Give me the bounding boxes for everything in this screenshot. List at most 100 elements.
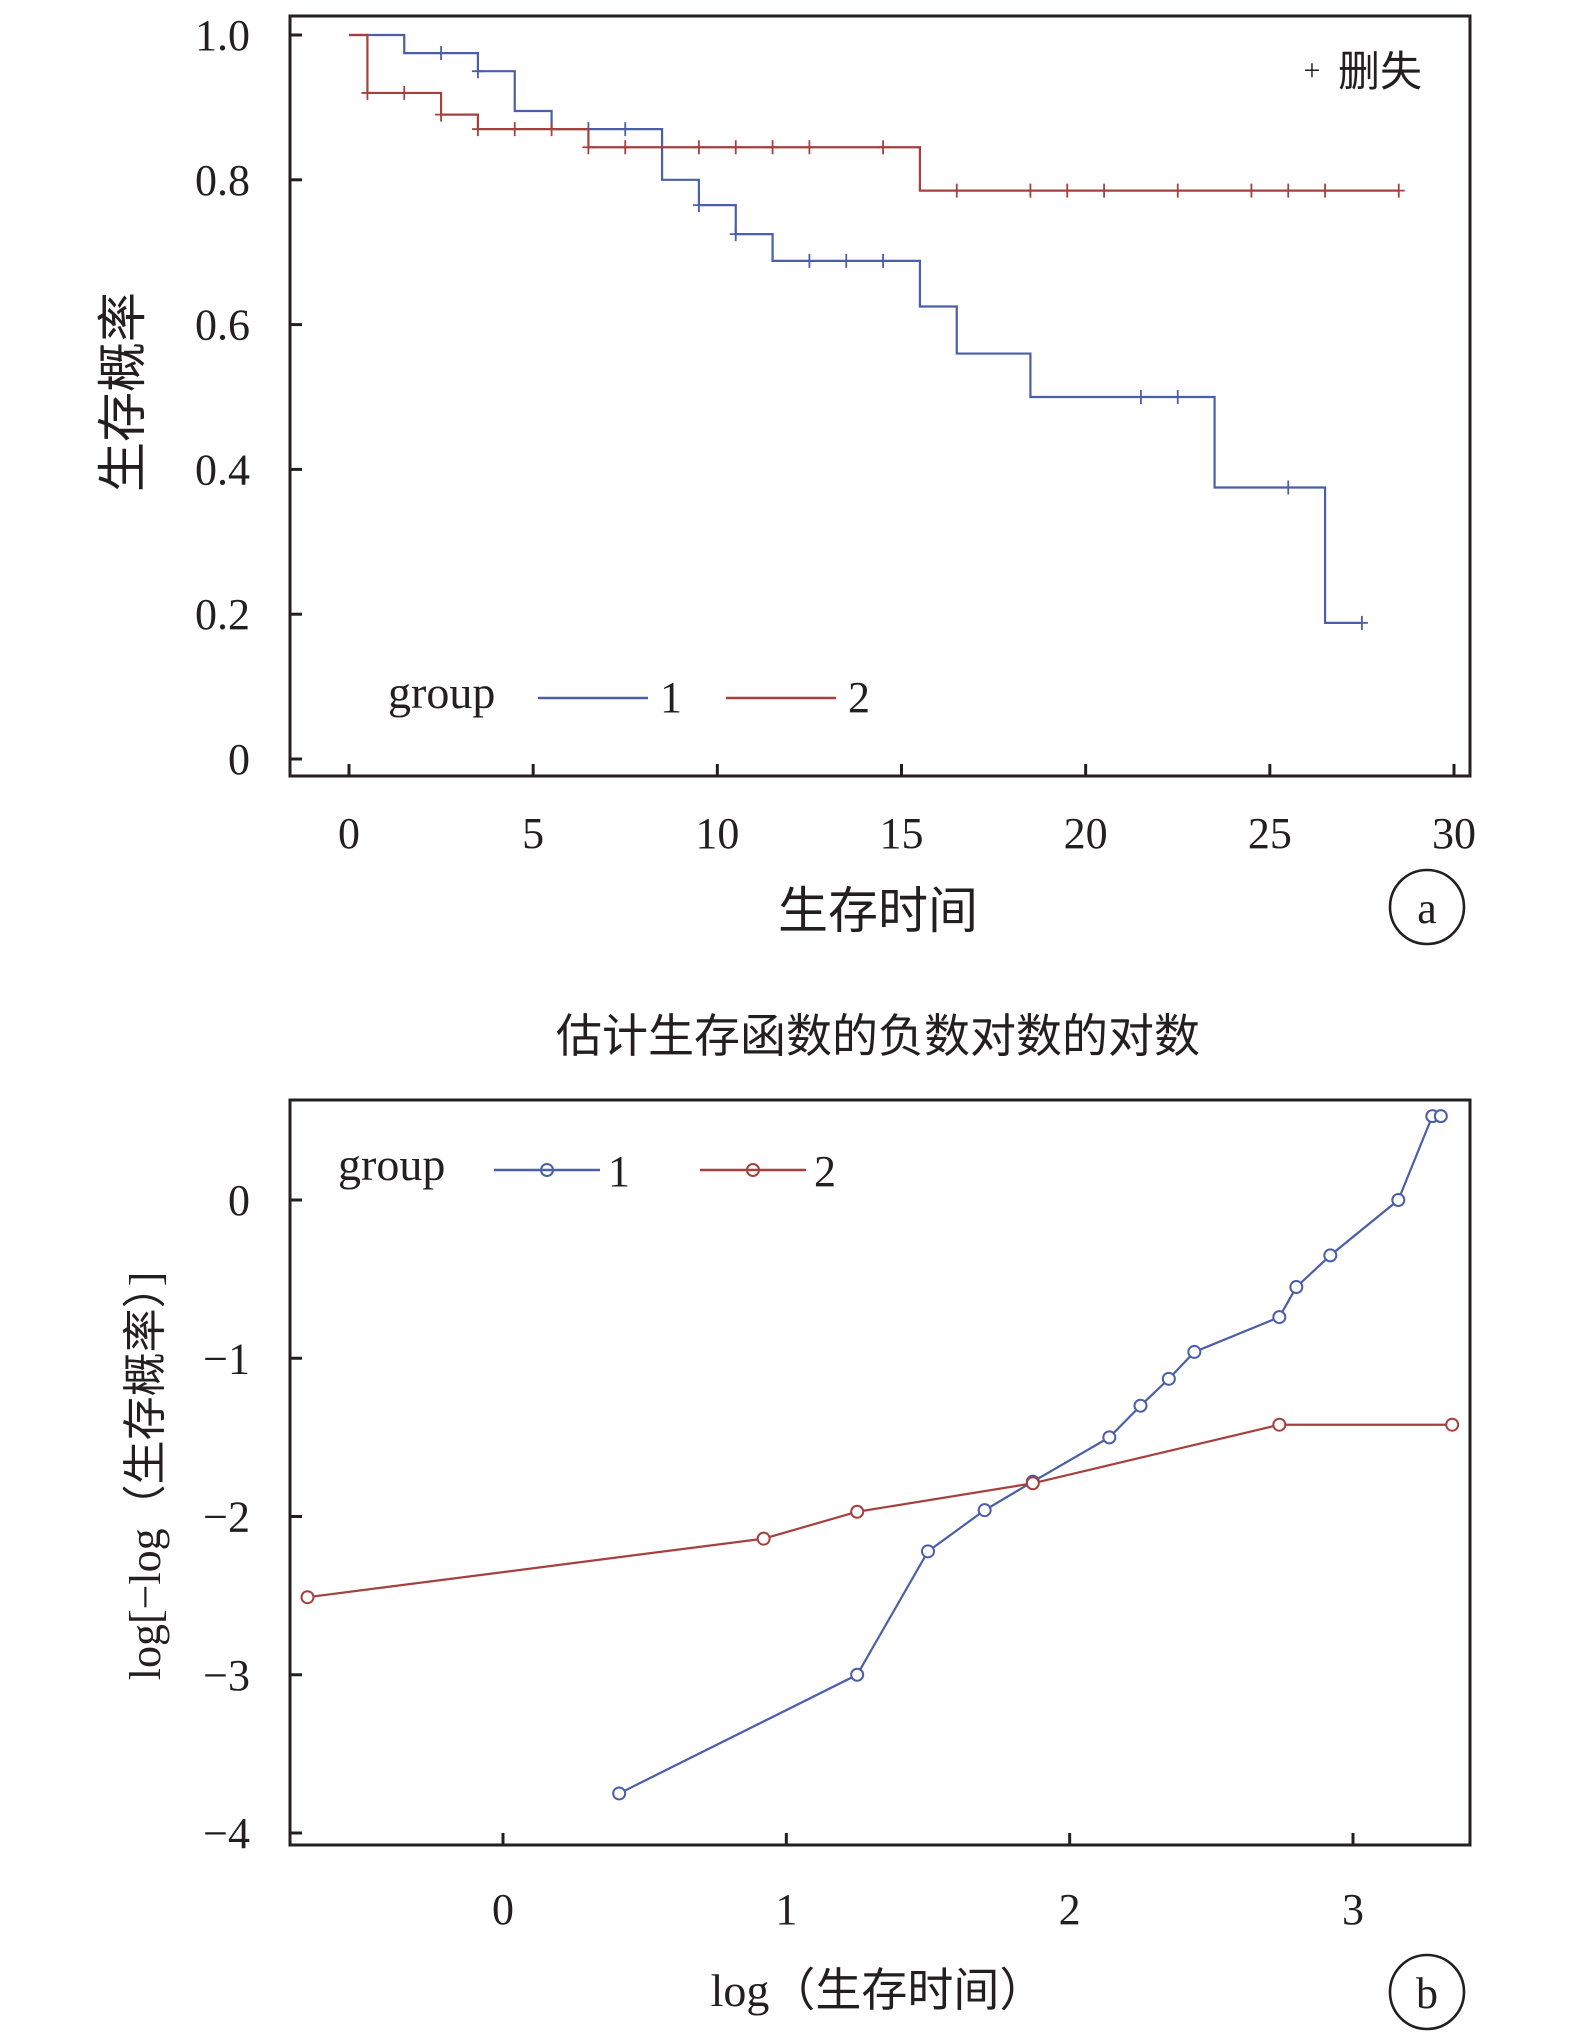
panel-a-survival-curve-2: [349, 33, 1399, 192]
panel-b-point-2: [756, 1531, 771, 1546]
panel-b-title: 估计生存函数的负数对数的对数: [556, 1011, 1200, 1062]
panel-a-censor-mark-1: [1134, 390, 1147, 404]
panel-a-y-tick-label: 0: [228, 735, 250, 784]
panel-a-censor-mark-1: [840, 253, 853, 268]
panel-b-x-tick-label: 3: [1342, 1885, 1364, 1934]
panel-b-y-tick-label: −4: [203, 1809, 250, 1858]
panel-a-censor-mark-2: [1098, 183, 1111, 198]
panel-a-x-axis-label: 生存时间: [778, 883, 978, 939]
panel-b-legend-marker-2: [746, 1163, 760, 1177]
panel-b-point-1: [1187, 1344, 1202, 1359]
panel-a-censor-mark-2: [619, 140, 632, 155]
panel-b-series: [300, 1109, 1460, 1801]
panel-a-censor-mark-2: [729, 140, 742, 155]
panel-a-legend-title: group: [388, 667, 495, 718]
panel-a-censor-mark-2: [1392, 183, 1405, 198]
panel-a-censor-legend-label: 删失: [1338, 50, 1422, 96]
panel-b-point-1: [1391, 1193, 1406, 1207]
panel-b-x-tick-label: 0: [492, 1885, 514, 1934]
panel-a-y-tick-label: 0.8: [195, 156, 250, 205]
panel-b-log-minus-log: 估计生存函数的负数对数的对数 0 1 2 3 0 −1 −2 −3 −4 group 1 2 l…: [121, 1011, 1472, 2031]
panel-a-censor-legend-symbol: +: [1304, 54, 1321, 87]
panel-a-censor-mark-2: [1245, 183, 1258, 198]
panel-a-censor-mark-2: [508, 122, 521, 137]
panel-b-point-1: [1133, 1398, 1148, 1413]
panel-b-point-1: [977, 1503, 992, 1518]
panel-a-y-axis-label: 生存概率: [95, 292, 151, 492]
panel-b-y-tick-label: −1: [203, 1334, 250, 1383]
panel-a-censor-mark-2: [545, 122, 558, 137]
panel-a-survival-curve-1: [349, 33, 1362, 624]
panel-b-line-2: [307, 1423, 1453, 1599]
panel-a-x-tick-label: 15: [880, 809, 924, 858]
panel-a-x-tick-label: 0: [338, 809, 360, 858]
panel-a-plot-frame: [288, 14, 1472, 778]
panel-a-y-tick-label: 0.4: [195, 445, 250, 494]
panel-b-point-1: [1323, 1248, 1338, 1263]
panel-a-censor-mark-1: [435, 46, 448, 61]
panel-a-tick-labels: 0 5 10 15 20 25 30 0 0.2 0.4 0.6 0.8 1.0: [195, 11, 1476, 858]
panel-b-x-tick-label: 2: [1059, 1885, 1081, 1934]
panel-b-point-1: [1433, 1109, 1448, 1124]
panel-b-point-2: [1445, 1417, 1460, 1432]
panel-a-censor-mark-1: [692, 198, 705, 213]
panel-a-y-tick-label: 0.6: [195, 301, 250, 350]
panel-b-ticks: [290, 1198, 1355, 1845]
panel-a-censor-mark-2: [766, 140, 779, 155]
panel-a-censor-mark-2: [803, 140, 816, 155]
panel-b-point-1: [1102, 1430, 1117, 1445]
panel-a-letter: a: [1417, 884, 1437, 933]
panel-a-censor-mark-2: [471, 122, 484, 137]
panel-a-censor-mark-2: [361, 85, 374, 100]
panel-a-x-tick-label: 25: [1248, 809, 1292, 858]
panel-b-legend-label-1: 1: [608, 1147, 630, 1196]
panel-a-x-tick-label: 30: [1432, 809, 1476, 858]
panel-a-censor-mark-1: [619, 122, 632, 137]
panel-a-legend-label-1: 1: [660, 673, 682, 722]
panel-a-censor-mark-2: [1319, 183, 1332, 198]
panel-a-censor-mark-2: [1171, 183, 1184, 198]
panel-b-y-tick-label: −2: [203, 1493, 250, 1542]
panel-a-censor-mark-2: [1282, 183, 1295, 198]
panel-a-censor-mark-2: [1024, 183, 1037, 198]
panel-a-censor-mark-2: [435, 107, 448, 122]
panel-b-point-1: [612, 1786, 627, 1801]
panel-b-tick-labels: 0 1 2 3 0 −1 −2 −3 −4: [203, 1176, 1364, 1934]
panel-b-x-tick-label: 1: [775, 1885, 797, 1934]
panel-a-censor-mark-1: [1171, 390, 1184, 404]
panel-a-censor-mark-1: [803, 253, 816, 268]
panel-a-x-tick-label: 5: [522, 809, 544, 858]
panel-b-point-1: [1161, 1371, 1176, 1386]
panel-b-plot-frame: [288, 1098, 1472, 1847]
panel-b-line-1: [618, 1115, 1441, 1795]
panel-b-point-2: [850, 1504, 865, 1519]
panel-a-censor-mark-2: [692, 140, 705, 155]
panel-a-censor-mark-1: [729, 227, 742, 242]
panel-b-letter: b: [1416, 1969, 1438, 2018]
panel-b-point-2: [1272, 1417, 1287, 1432]
panel-a-censor-mark-1: [1355, 615, 1368, 630]
panel-a-censor-mark-2: [398, 85, 411, 100]
panel-a-censor-mark-1: [471, 64, 484, 79]
panel-b-point-1: [1272, 1310, 1287, 1325]
panel-b-legend-title: group: [338, 1139, 445, 1190]
panel-a-letter-circle: [1388, 868, 1466, 946]
panel-b-legend-marker-1: [540, 1163, 554, 1177]
panel-b-y-tick-label: 0: [228, 1176, 250, 1225]
panel-a-censor-mark-1: [877, 253, 890, 268]
panel-b-point-2: [1025, 1476, 1040, 1491]
panel-b-point-1: [921, 1544, 935, 1559]
panel-a-ticks: [290, 33, 1456, 776]
panel-a-censor-mark-2: [877, 140, 890, 155]
panel-b-x-axis-label: log（生存时间）: [711, 1965, 1046, 2016]
panel-a-y-tick-label: 1.0: [195, 11, 250, 60]
panel-a-x-tick-label: 10: [695, 809, 739, 858]
panel-b-y-axis-label: log[−log（生存概率）]: [121, 1272, 170, 1681]
panel-a-censor-mark-2: [582, 140, 595, 155]
panel-b-y-tick-label: −3: [203, 1651, 250, 1700]
panel-a-x-tick-label: 20: [1064, 809, 1108, 858]
panel-b-letter-circle: [1388, 1953, 1466, 2031]
panel-a-censor-mark-2: [1061, 183, 1074, 198]
